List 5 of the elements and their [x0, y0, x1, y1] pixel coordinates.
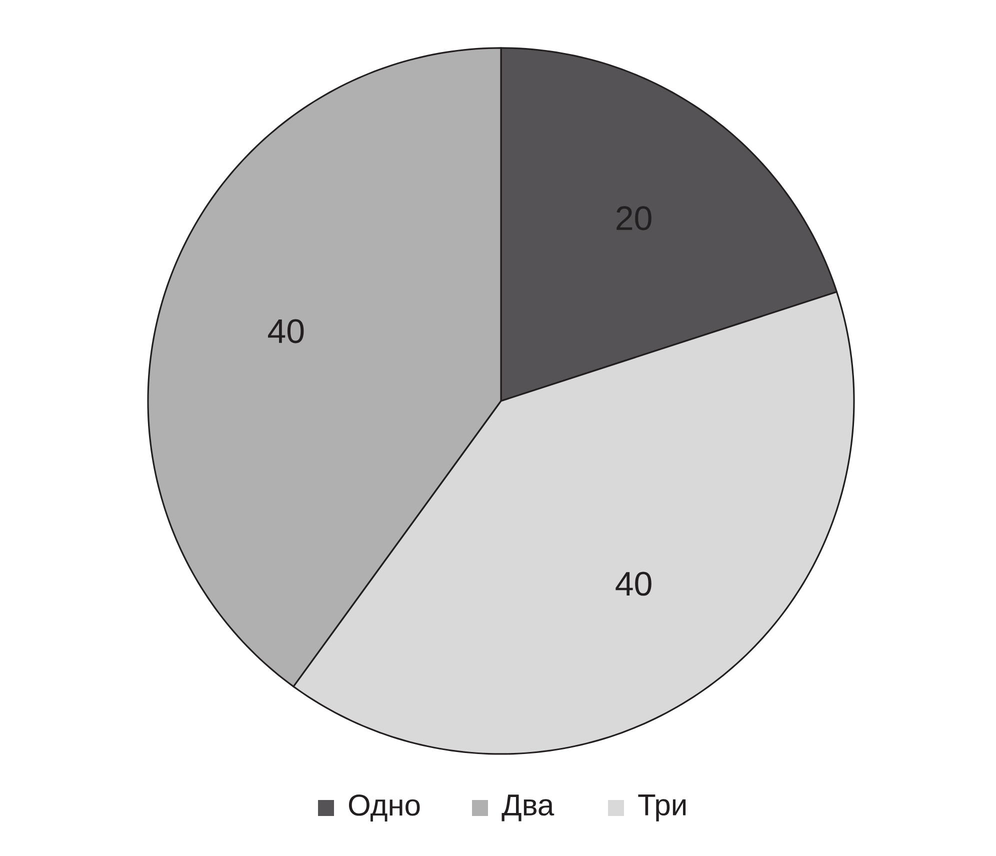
legend-label: Три	[638, 794, 686, 822]
legend-label: Одно	[348, 794, 420, 822]
data-label: 40	[268, 319, 304, 344]
legend-label: Два	[502, 794, 554, 822]
data-label: 40	[616, 572, 652, 596]
